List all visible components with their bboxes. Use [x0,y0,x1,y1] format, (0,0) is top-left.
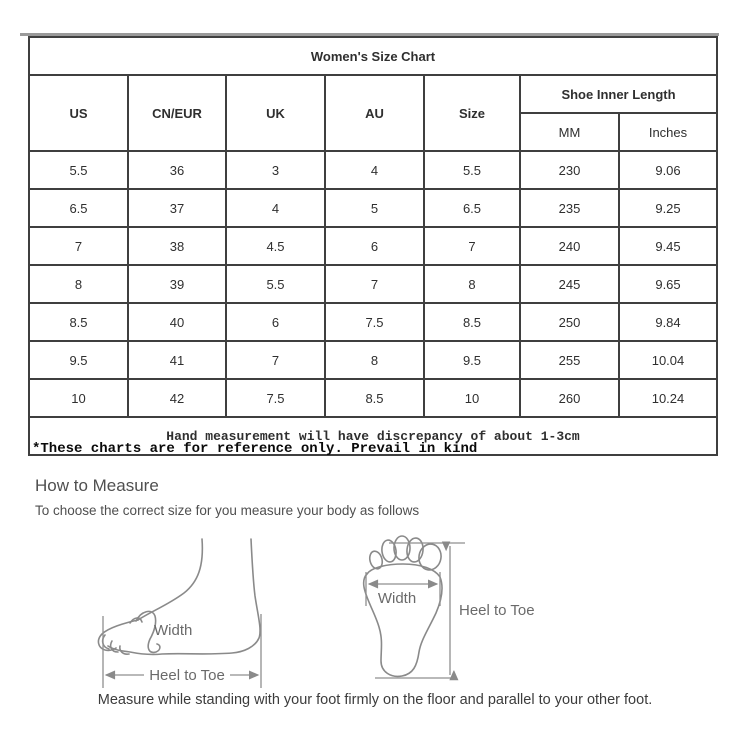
column-header-mm: MM [519,112,620,152]
how-to-measure-subheading: To choose the correct size for you measu… [35,503,420,518]
heel-to-toe-label-side-view: Heel to Toe [149,667,225,684]
size-cell: 260 [519,378,620,418]
size-cell: 240 [519,226,620,266]
size-cell: 9.25 [618,188,718,228]
column-header-cneur: CN/EUR [127,74,227,152]
size-cell: 10.04 [618,340,718,380]
size-cell: 9.5 [423,340,521,380]
table-row: 8 39 5.5 7 8 245 9.65 [28,264,718,304]
table-row: 7 38 4.5 6 7 240 9.45 [28,226,718,266]
column-header-us: US [28,74,129,152]
width-label-top-view: Width [378,590,416,607]
size-cell: 235 [519,188,620,228]
page-title: Women's Size Chart [28,36,718,76]
table-title-row: Women's Size Chart [28,36,718,76]
table-row: 6.5 37 4 5 6.5 235 9.25 [28,188,718,228]
size-cell: 5.5 [28,150,129,190]
size-cell: 6 [225,302,326,342]
size-cell: 42 [127,378,227,418]
column-header-uk: UK [225,74,326,152]
foot-side-view-diagram: Width Heel to Toe [92,538,277,695]
size-cell: 6.5 [423,188,521,228]
size-cell: 8.5 [324,378,425,418]
column-header-size: Size [423,74,521,152]
size-cell: 36 [127,150,227,190]
size-cell: 37 [127,188,227,228]
size-cell: 6 [324,226,425,266]
foot-side-view-drawing: Width Heel to Toe [97,538,262,688]
size-cell: 10.24 [618,378,718,418]
column-header-au: AU [324,74,425,152]
measure-instruction-caption: Measure while standing with your foot fi… [97,692,653,708]
size-cell: 5.5 [225,264,326,304]
size-chart-table: Women's Size Chart US CN/EUR UK AU Size … [28,36,718,456]
column-header-inner-length: Shoe Inner Length [519,74,718,114]
size-cell: 40 [127,302,227,342]
size-cell: 4 [225,188,326,228]
table-row: 5.5 36 3 4 5.5 230 9.06 [28,150,718,190]
table-row: 10 42 7.5 8.5 10 260 10.24 [28,378,718,418]
size-cell: 250 [519,302,620,342]
size-cell: 8 [324,340,425,380]
size-cell: 7 [423,226,521,266]
size-cell: 8 [423,264,521,304]
size-cell: 230 [519,150,620,190]
size-cell: 7 [28,226,129,266]
size-cell: 7 [225,340,326,380]
table-footnote-row: Hand measurement will have discrepancy o… [28,416,718,456]
size-cell: 7.5 [324,302,425,342]
size-cell: 9.45 [618,226,718,266]
size-cell: 7.5 [225,378,326,418]
size-cell: 8 [28,264,129,304]
size-cell: 9.65 [618,264,718,304]
size-cell: 245 [519,264,620,304]
foot-top-view-drawing: Width Heel to Toe [362,535,535,690]
heel-to-toe-label-top-view: Heel to Toe [459,602,535,619]
size-cell: 5 [324,188,425,228]
size-cell: 3 [225,150,326,190]
table-row: 8.5 40 6 7.5 8.5 250 9.84 [28,302,718,342]
size-cell: 8.5 [423,302,521,342]
size-cell: 6.5 [28,188,129,228]
size-cell: 9.5 [28,340,129,380]
size-cell: 7 [324,264,425,304]
table-subheader-row: MM Inches [29,112,718,152]
measurement-footnote: Hand measurement will have discrepancy o… [28,416,718,456]
size-cell: 9.06 [618,150,718,190]
column-header-inches: Inches [618,112,718,152]
size-cell: 255 [519,340,620,380]
table-header-row: US CN/EUR UK AU Size Shoe Inner Length [28,74,718,152]
width-label-side-view: Width [154,622,192,639]
size-cell: 4.5 [225,226,326,266]
size-cell: 8.5 [28,302,129,342]
size-cell: 5.5 [423,150,521,190]
size-cell: 4 [324,150,425,190]
size-cell: 10 [28,378,129,418]
size-table-body: 5.5 36 3 4 5.5 230 9.06 6.5 37 4 5 6.5 235 9.25 7 38 4.5… [28,150,718,418]
reference-disclaimer: *These charts are for reference only. Pr… [32,441,478,457]
foot-top-view-diagram: Width Heel to Toe [353,520,568,695]
size-cell: 9.84 [618,302,718,342]
size-cell: 39 [127,264,227,304]
size-cell: 38 [127,226,227,266]
table-top-shadow-line [20,33,719,36]
how-to-measure-heading: How to Measure [35,476,159,495]
table-row: 9.5 41 7 8 9.5 255 10.04 [28,340,718,380]
size-cell: 41 [127,340,227,380]
size-cell: 10 [423,378,521,418]
